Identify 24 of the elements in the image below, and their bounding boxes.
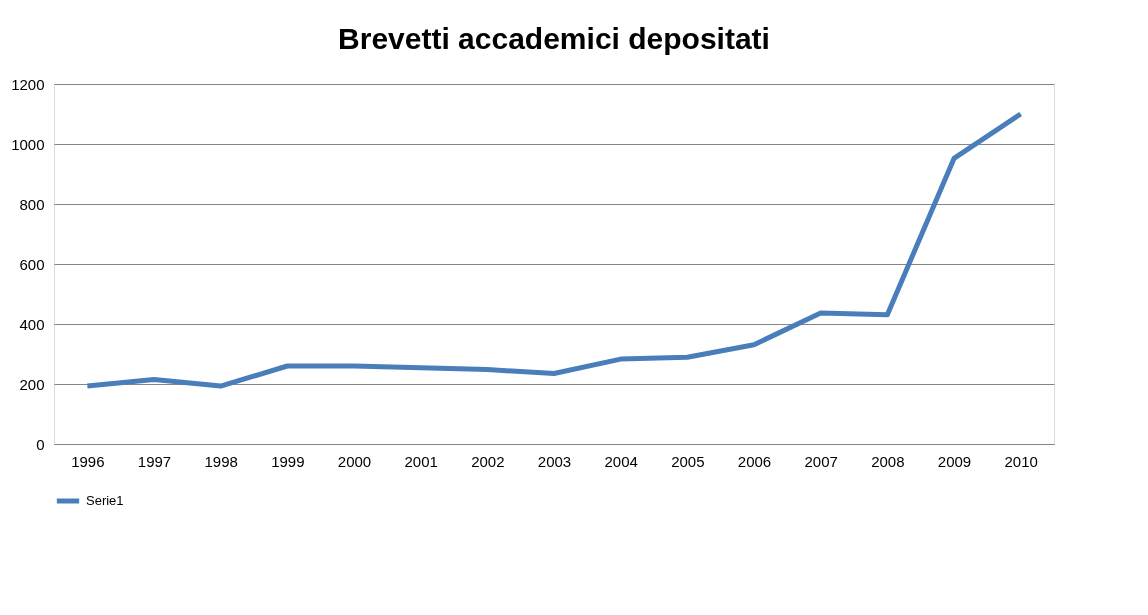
legend-label: Serie1: [86, 493, 124, 508]
chart-title: Brevetti accademici depositati: [338, 22, 770, 55]
y-tick-label: 800: [19, 195, 45, 213]
x-tick-label: 2000: [337, 452, 372, 470]
y-tick-label: 600: [19, 255, 45, 273]
y-tick-label: 0: [36, 435, 45, 453]
x-tick-label: 1997: [137, 452, 172, 470]
x-tick-label: 2004: [604, 452, 638, 470]
y-tick-label: 200: [19, 375, 45, 393]
x-tick-label: 1996: [71, 452, 105, 470]
x-tick-label: 1999: [271, 452, 305, 470]
y-tick-label: 400: [19, 315, 45, 333]
y-tick-label: 1000: [11, 135, 45, 153]
x-tick-label: 2001: [404, 452, 438, 470]
x-tick-label: 2006: [737, 452, 772, 470]
y-tick-label: 1200: [11, 75, 45, 93]
x-tick-label: 2003: [537, 452, 572, 470]
x-tick-label: 1998: [204, 452, 238, 470]
x-tick-label: 2010: [1004, 452, 1038, 470]
x-tick-label: 2008: [871, 452, 905, 470]
x-tick-label: 2002: [471, 452, 505, 470]
x-tick-label: 2005: [671, 452, 705, 470]
x-tick-label: 2009: [937, 452, 972, 470]
x-tick-label: 2007: [804, 452, 838, 470]
